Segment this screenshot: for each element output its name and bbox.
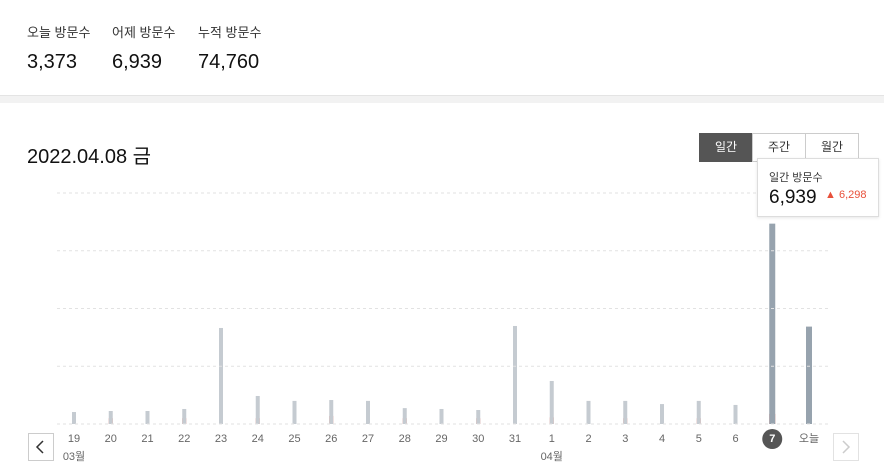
selected-marker [762,429,783,449]
bar [402,408,407,424]
bar [660,404,664,424]
tooltip-title: 일간 방문수 [769,172,823,184]
month-label: 04월 [541,450,563,463]
stat: 누적 방문수 74,760 [198,22,261,74]
next-icon [842,440,851,454]
bar [476,409,481,424]
x-tick-label: 23 [215,433,227,445]
x-tick-label: 28 [399,433,411,445]
bar [586,400,591,424]
bar [108,411,113,424]
bar [72,412,76,424]
x-tick-label: 31 [509,433,521,445]
bar [292,400,297,424]
stat-value: 74,760 [198,51,260,73]
stat-label: 어제 방문수 [112,25,176,40]
tooltip-change-value: 6,298 [838,189,867,201]
x-tick-label: 1 [549,433,555,445]
x-tick-label: 7 [769,433,775,445]
stat-value: 3,373 [27,51,78,73]
tab[interactable]: 일간 [699,133,753,162]
bar [513,325,517,424]
x-tick-label: 2 [585,433,591,445]
prev-icon [35,440,44,454]
date-title: 2022.04.08 금 [27,146,152,168]
bar [623,400,628,424]
x-tick-label: 3 [622,433,628,445]
tooltip-change: ▲ 6,298 [825,189,867,201]
x-tick-label: 26 [325,433,337,445]
x-tick-label: 25 [288,433,300,445]
x-tick-label: 27 [362,433,374,445]
x-tick-label: 5 [696,433,702,445]
x-tick-label: 24 [252,433,264,445]
x-tick-label: 29 [435,433,447,445]
bar [145,411,150,424]
bar [366,400,370,424]
stat-label: 누적 방문수 [198,25,262,40]
bar [696,400,701,424]
tooltip-value: 6,939 [769,187,817,208]
separator [0,95,884,103]
x-tick-label: 19 [68,433,80,445]
stat: 어제 방문수 6,939 [112,22,175,74]
stat: 오늘 방문수 3,373 [27,22,90,74]
tab[interactable]: 월간 [805,133,859,162]
stat-label: 오늘 방문수 [27,25,91,40]
bar [806,326,812,424]
bar [733,404,738,424]
tooltip: 일간 방문수 6,939 ▲ 6,298 [757,158,879,217]
prev-button[interactable] [28,433,54,461]
x-tick-label: 22 [178,433,190,445]
tabs: 일간 주간 월간 [699,133,859,162]
x-tick-label: 4 [659,433,665,445]
stat-value: 6,939 [112,51,163,73]
bar [182,408,187,424]
month-label: 03월 [63,450,85,463]
bar [439,408,444,424]
x-tick-label: 21 [141,433,153,445]
x-tick-label: 20 [105,433,117,445]
next-button[interactable] [833,433,859,461]
bar [769,223,776,424]
x-tick-label: 30 [472,433,484,445]
bar [219,327,223,424]
bar [329,400,334,424]
x-tick-label: 6 [732,433,738,445]
x-tick-label: 오늘 [799,432,819,445]
bar [255,395,260,424]
bar [549,380,554,424]
